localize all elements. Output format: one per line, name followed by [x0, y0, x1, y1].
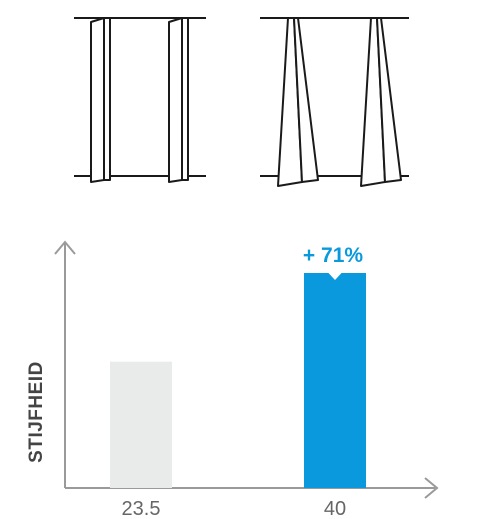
bar-chart: STIJFHEID 23.5 40 + 71% [26, 240, 439, 519]
x-tick-label-0: 23.5 [122, 498, 161, 519]
bars-group [110, 273, 366, 488]
bar-0 [110, 361, 172, 488]
x-tick-label-1: 40 [324, 498, 346, 519]
right-tapered-column-side [376, 17, 402, 183]
right-column-front [168, 17, 183, 183]
left-tapered-column-side [293, 17, 319, 183]
x-tick-labels: 23.5 40 [122, 498, 347, 519]
left-column-side [103, 17, 111, 181]
x-axis-arrow [424, 477, 439, 499]
annotation-pointer [328, 272, 342, 280]
right-column-side [181, 17, 189, 181]
tapered-columns-illustration [260, 17, 409, 187]
bar-1 [304, 273, 366, 488]
annotations: + 71% [303, 244, 363, 280]
left-column-front [90, 17, 105, 183]
y-axis-label: STIJFHEID [26, 361, 47, 463]
annotation-label: + 71% [303, 244, 363, 267]
y-axis-arrow [54, 240, 76, 255]
straight-columns-illustration [74, 17, 206, 183]
